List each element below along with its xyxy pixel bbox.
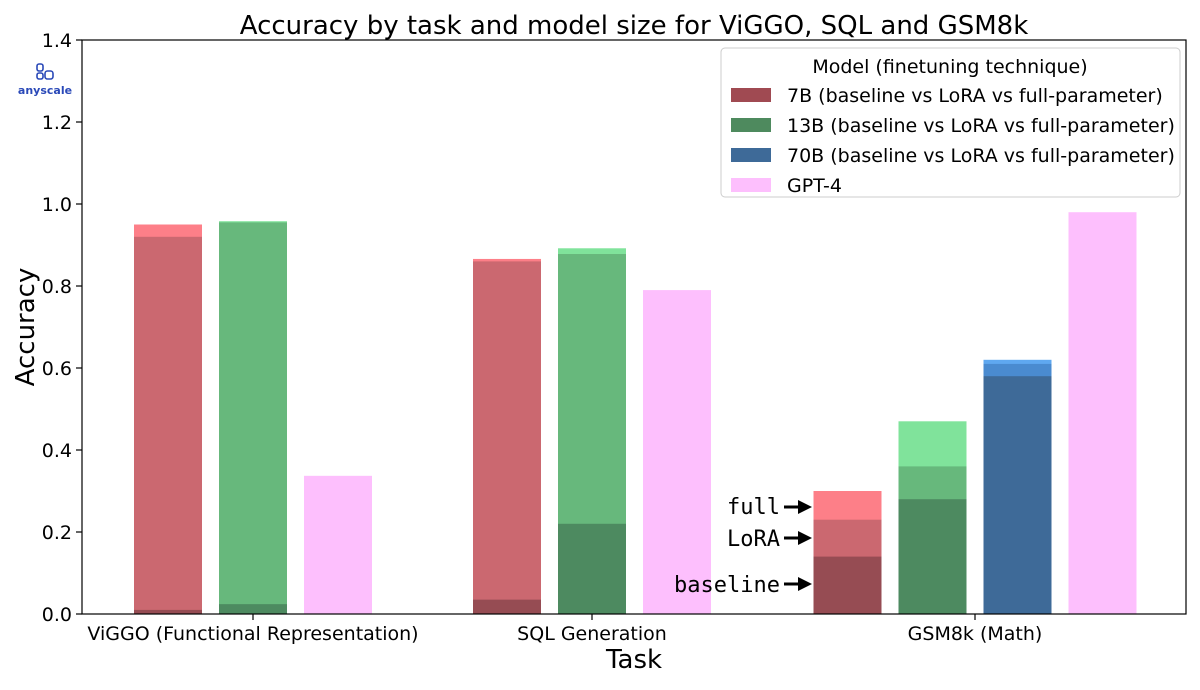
legend-swatch <box>731 118 771 132</box>
x-tick-label: ViGGO (Functional Representation) <box>87 623 418 645</box>
legend-swatch <box>731 148 771 162</box>
bar-7b-baseline <box>813 556 882 614</box>
legend-title: Model (finetuning technique) <box>812 56 1087 78</box>
anyscale-logo-text: anyscale <box>18 84 72 97</box>
bar-70b-baseline <box>983 376 1052 614</box>
legend-label: 13B (baseline vs LoRA vs full-parameter) <box>787 115 1175 137</box>
bar-gpt4-baseline <box>304 475 372 614</box>
arrow-icon <box>784 577 812 591</box>
bar-gpt4-baseline <box>643 290 711 614</box>
annotations: full LoRA baseline <box>674 495 812 598</box>
annotation-full: full <box>727 495 780 520</box>
arrow-icon <box>784 500 812 514</box>
legend-label: 70B (baseline vs LoRA vs full-parameter) <box>787 145 1175 167</box>
y-tick-label: 0.8 <box>42 276 72 298</box>
y-axis-label: Accuracy <box>11 268 41 387</box>
x-axis-label: Task <box>605 645 662 675</box>
bar-7b-lora <box>473 261 541 614</box>
legend-box <box>720 47 1181 198</box>
legend-swatch <box>731 178 771 192</box>
bar-13b-baseline <box>558 523 626 614</box>
annotation-lora: LoRA <box>727 527 780 552</box>
annotation-baseline: baseline <box>674 573 780 598</box>
bar-7b-lora <box>134 236 202 615</box>
y-tick-label: 0.4 <box>42 440 72 462</box>
y-tick-label: 1.2 <box>42 112 72 134</box>
bar-13b-baseline <box>898 499 967 614</box>
plot-frame <box>81 39 1187 615</box>
x-tick-label: SQL Generation <box>517 623 667 645</box>
legend-label: 7B (baseline vs LoRA vs full-parameter) <box>787 85 1163 107</box>
x-tick-label: GSM8k (Math) <box>908 623 1043 645</box>
bars-layer <box>134 212 1137 615</box>
chart-title: Accuracy by task and model size for ViGG… <box>240 11 1029 41</box>
y-tick-label: 0.0 <box>42 604 72 626</box>
y-tick-label: 1.4 <box>42 30 72 52</box>
y-tick-label: 0.2 <box>42 522 72 544</box>
legend-label: GPT-4 <box>787 175 842 197</box>
bar-gpt4-baseline <box>1068 212 1137 614</box>
bar-7b-baseline <box>473 599 541 614</box>
arrow-icon <box>784 531 812 545</box>
bar-13b-lora <box>219 222 287 614</box>
bar-13b-baseline <box>219 604 287 614</box>
legend: Model (finetuning technique) 7B (baselin… <box>720 47 1181 198</box>
anyscale-logo: anyscale <box>18 63 72 97</box>
y-axis: 0.0 0.2 0.4 0.6 0.8 1.0 1.2 1.4 <box>42 30 82 626</box>
anyscale-logo-icon <box>36 63 54 80</box>
bar-7b-baseline <box>134 609 202 614</box>
legend-swatch <box>731 88 771 102</box>
x-axis: ViGGO (Functional Representation) SQL Gen… <box>87 614 1042 645</box>
y-tick-label: 0.6 <box>42 358 72 380</box>
y-tick-label: 1.0 <box>42 194 72 216</box>
